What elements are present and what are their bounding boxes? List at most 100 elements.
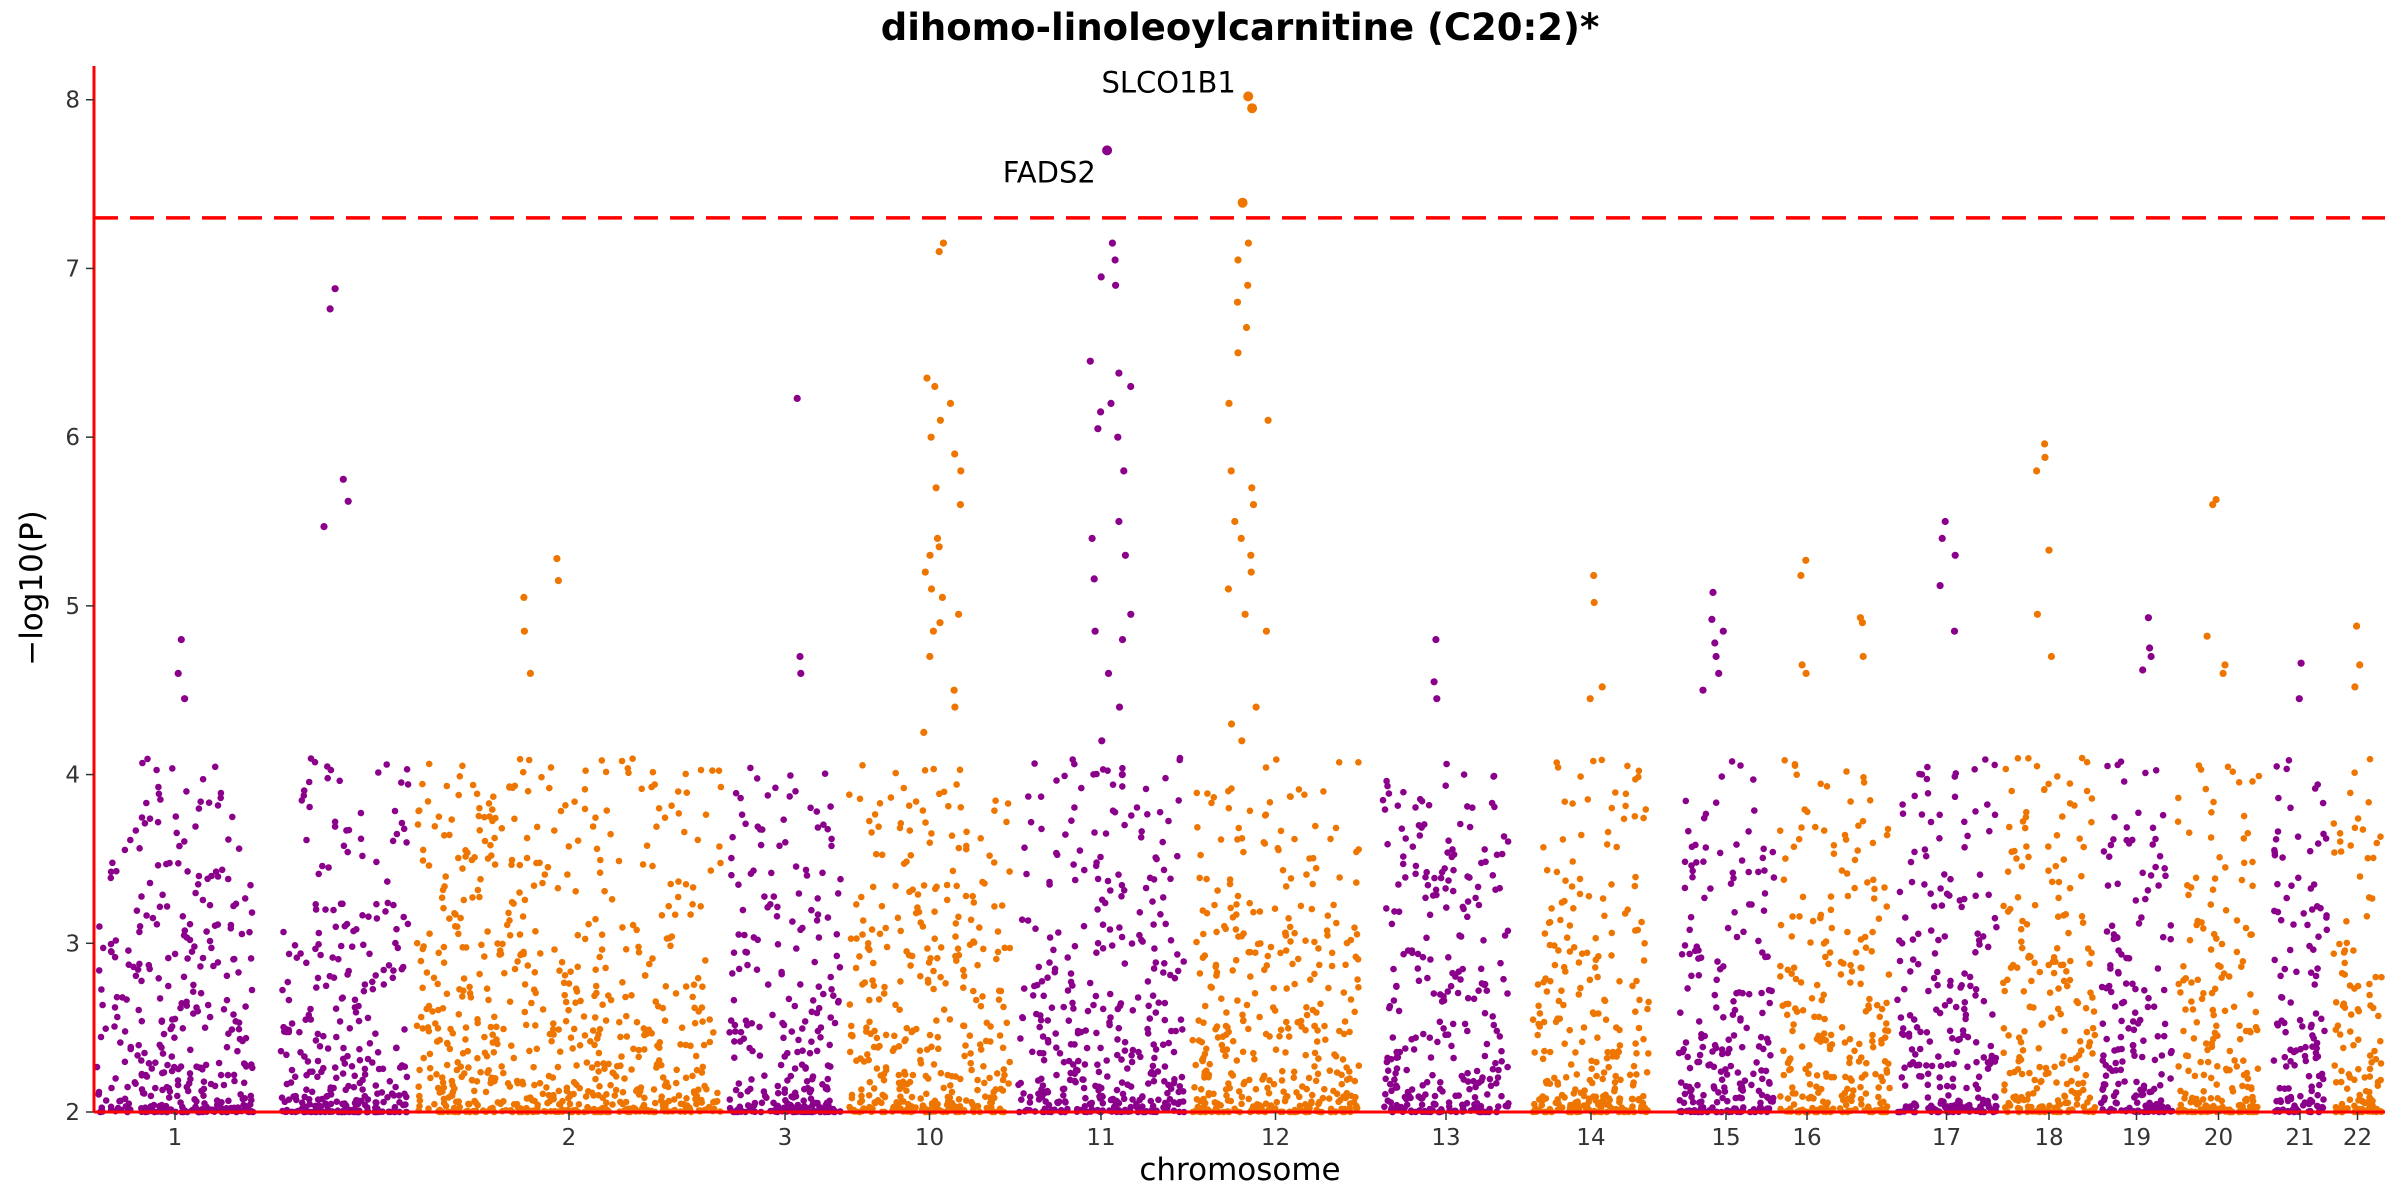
snp-point (1897, 1014, 1905, 1021)
snp-point (2139, 869, 2146, 877)
snp-point (485, 1067, 493, 1074)
snp-point (700, 1041, 708, 1049)
snp-point (998, 902, 1006, 909)
snp-point (550, 1095, 557, 1103)
snp-point (297, 950, 304, 957)
snp-point (694, 974, 702, 982)
snp-point (2090, 1008, 2098, 1015)
snp-point (114, 1013, 121, 1021)
snp-hit-point (1231, 517, 1239, 526)
snp-point (1026, 1099, 1034, 1106)
snp-point (847, 1031, 855, 1039)
snp-point (2287, 999, 2294, 1006)
snp-point (484, 928, 491, 935)
snp-point (424, 798, 432, 805)
snp-point (1630, 1079, 1637, 1086)
snp-point (2118, 999, 2126, 1007)
snp-point (892, 1001, 899, 1009)
snp-point (322, 906, 329, 913)
snp-point (892, 769, 899, 777)
snp-point (1972, 1039, 1980, 1046)
snp-point (1258, 1103, 1265, 1111)
snp-point (1785, 1000, 1792, 1008)
snp-point (1755, 937, 1762, 945)
snp-point (2161, 1020, 2169, 1028)
snp-point (1599, 895, 1607, 902)
snp-point (2287, 1058, 2294, 1065)
snp-point (506, 932, 514, 939)
snp-point (471, 1087, 478, 1095)
snp-point (1247, 948, 1254, 956)
snp-point (174, 1077, 182, 1084)
snp-point (2020, 1096, 2028, 1104)
snp-point (1677, 1079, 1685, 1086)
snp-point (1235, 1088, 1243, 1095)
snp-point (591, 1041, 598, 1049)
snp-point (528, 1096, 536, 1104)
snp-point (1869, 928, 1876, 936)
snp-point (366, 1040, 374, 1047)
snp-point (419, 857, 427, 864)
snp-point (1481, 1009, 1489, 1017)
snp-point (465, 1064, 472, 1071)
snp-point (1856, 1040, 1863, 1048)
snp-point (1612, 789, 1619, 796)
snp-point (1442, 885, 1449, 892)
snp-point (455, 930, 462, 938)
snp-point (1262, 764, 1270, 771)
snp-point (955, 913, 962, 921)
snp-point (2071, 802, 2078, 809)
snp-point (1496, 1033, 1504, 1040)
snp-point (1498, 1047, 1505, 1055)
snp-point (955, 1096, 963, 1103)
snp-point (1050, 946, 1057, 954)
snp-point (677, 1041, 684, 1048)
snp-point (1303, 1004, 1310, 1011)
snp-point (117, 1097, 124, 1105)
snp-point (462, 847, 469, 854)
snp-point (2236, 1035, 2244, 1043)
snp-point (2334, 1022, 2342, 1029)
snp-point (1603, 1054, 1611, 1062)
y-tick-label: 7 (65, 256, 80, 282)
snp-point (1578, 831, 1585, 839)
snp-point (155, 790, 163, 798)
snp-point (2305, 1072, 2313, 1080)
snp-point (1712, 799, 1720, 806)
snp-point (384, 899, 392, 907)
snp-point (1753, 1059, 1760, 1066)
snp-point (656, 1044, 663, 1051)
snp-point (1972, 949, 1979, 956)
snp-point (654, 1003, 662, 1010)
snp-hit-point (554, 577, 563, 585)
snp-point (1492, 886, 1499, 893)
snp-point (574, 931, 582, 939)
snp-point (2082, 1071, 2090, 1079)
snp-point (543, 1084, 550, 1091)
snp-point (1137, 1053, 1144, 1061)
snp-point (1688, 1093, 1695, 1101)
snp-point (1316, 961, 1323, 969)
snp-point (2249, 882, 2256, 890)
snp-point (248, 1061, 255, 1068)
snp-point (165, 954, 172, 962)
snp-point (525, 756, 533, 764)
snp-point (846, 1001, 854, 1008)
snp-point (1312, 1077, 1320, 1085)
snp-point (2239, 1082, 2246, 1090)
snp-point (963, 1097, 970, 1104)
snp-point (1569, 800, 1576, 807)
snp-point (466, 983, 473, 991)
snp-point (1611, 1085, 1619, 1092)
snp-point (1174, 852, 1181, 860)
snp-point (1923, 775, 1931, 783)
snp-point (1017, 1035, 1024, 1042)
snp-point (519, 913, 527, 920)
snp-point (138, 977, 145, 985)
snp-point (1354, 956, 1362, 963)
snp-point (1161, 1063, 1169, 1070)
snp-point (1152, 1009, 1160, 1016)
snp-point (1765, 1039, 1772, 1046)
snp-point (1437, 1079, 1444, 1086)
snp-point (227, 925, 235, 932)
